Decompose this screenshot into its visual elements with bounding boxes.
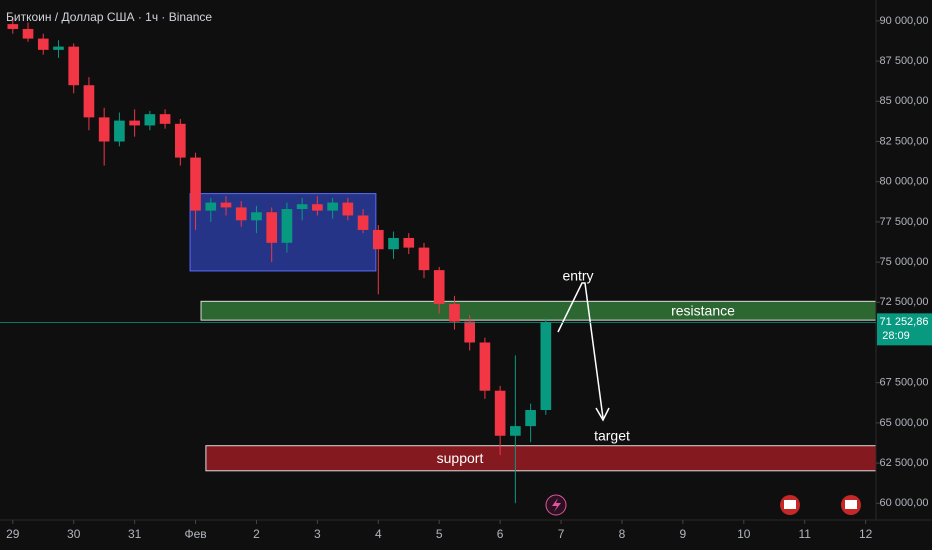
candle-body — [357, 215, 369, 230]
candle-body — [479, 342, 491, 391]
candle-body — [388, 237, 399, 250]
y-tick-label: 67 500,00 — [880, 377, 929, 389]
candle-body — [525, 410, 536, 427]
zone-label: resistance — [671, 302, 735, 318]
last-price-box — [877, 313, 932, 346]
candle-body — [68, 46, 80, 86]
candle-body — [205, 202, 217, 211]
x-tick-label: 5 — [436, 527, 443, 541]
y-tick-label: 75 000,00 — [880, 256, 929, 268]
candle-body — [266, 212, 278, 243]
candle-body — [53, 46, 64, 50]
x-tick-label: 4 — [375, 527, 382, 541]
countdown-label: 28:09 — [882, 330, 910, 342]
x-tick-label: 8 — [619, 527, 626, 541]
candle-body — [449, 303, 460, 322]
candle-body — [494, 390, 506, 436]
x-tick-label: 12 — [859, 527, 873, 541]
candle-body — [342, 202, 354, 216]
y-tick-label: 60 000,00 — [880, 497, 929, 509]
candle-body — [327, 202, 338, 211]
y-tick-label: 90 000,00 — [880, 15, 929, 27]
y-tick-label: 80 000,00 — [880, 176, 929, 188]
y-tick-label: 82 500,00 — [880, 135, 929, 147]
candle-body — [220, 202, 232, 208]
x-tick-label: 9 — [680, 527, 687, 541]
y-tick-label: 62 500,00 — [880, 457, 929, 469]
x-tick-label: 3 — [314, 527, 321, 541]
y-tick-label: 85 000,00 — [880, 95, 929, 107]
x-tick-label: 11 — [798, 527, 811, 541]
candle-body — [403, 237, 415, 248]
candle-body — [7, 24, 19, 29]
candle-body — [433, 270, 445, 304]
y-tick-label: 77 500,00 — [880, 216, 929, 228]
x-tick-label: 6 — [497, 527, 504, 541]
candle-body — [235, 207, 247, 221]
annotation: entry — [562, 268, 593, 284]
annotation: target — [594, 428, 630, 444]
flag-glyph — [784, 500, 796, 509]
x-tick-label: 2 — [253, 527, 260, 541]
zone — [205, 445, 877, 472]
x-tick-label: 7 — [558, 527, 565, 541]
candle-body — [312, 204, 323, 211]
candle-body — [464, 321, 476, 343]
candle-body — [174, 123, 186, 158]
x-tick-label: 30 — [67, 527, 81, 541]
chart-title: Биткоин / Доллар США · 1ч · Binance — [6, 10, 212, 24]
candle-body — [144, 114, 156, 126]
candle-body — [22, 28, 34, 39]
candle-body — [129, 120, 140, 126]
y-tick-label: 65 000,00 — [880, 417, 929, 429]
candle-body — [281, 209, 293, 243]
x-tick-label: 10 — [737, 527, 751, 541]
zone — [200, 300, 877, 321]
candle-body — [37, 38, 49, 50]
arrow-head — [595, 407, 610, 422]
candle-body — [296, 204, 308, 210]
candle-body — [159, 114, 171, 124]
arrow — [557, 282, 604, 419]
x-tick-label: 31 — [128, 527, 142, 541]
event-icon-glyph — [552, 498, 561, 512]
candle-body — [540, 322, 552, 411]
zone-label: support — [437, 450, 484, 466]
x-tick-label: Фев — [184, 527, 206, 541]
candle-body — [510, 426, 521, 436]
candle-body — [98, 117, 110, 142]
y-tick-label: 72 500,00 — [880, 296, 929, 308]
last-price-label: 71 252,86 — [880, 316, 929, 328]
candle-body — [83, 85, 95, 118]
candle-body — [418, 247, 430, 271]
candle-body — [190, 157, 201, 211]
candle-body — [251, 212, 262, 221]
x-tick-label: 29 — [6, 527, 20, 541]
y-tick-label: 87 500,00 — [880, 55, 929, 67]
candle-body — [372, 229, 384, 250]
candle-body — [114, 120, 125, 142]
flag-glyph — [845, 500, 857, 509]
